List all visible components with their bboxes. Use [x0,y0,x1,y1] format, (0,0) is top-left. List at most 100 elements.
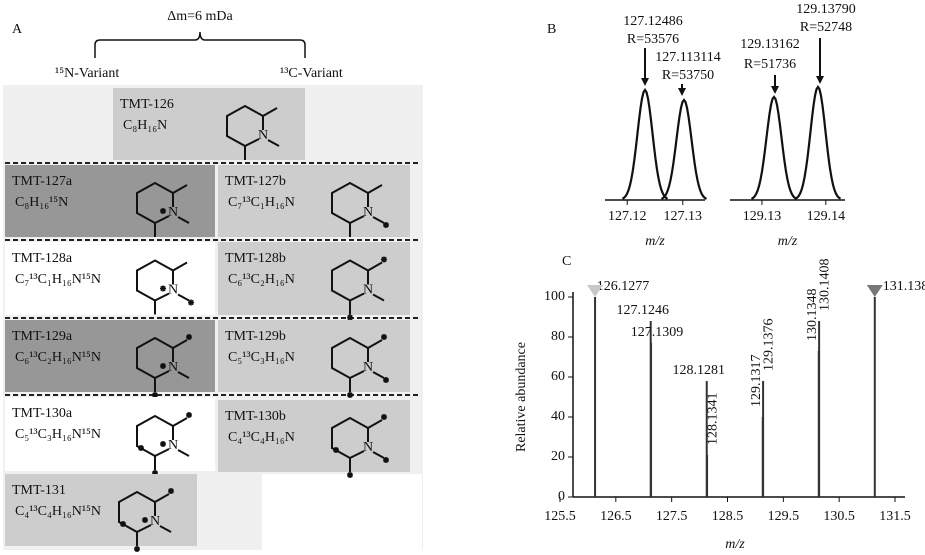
ring-atom: N [168,438,178,453]
reagent-box [5,320,215,392]
ring-atom: N [363,283,373,298]
structure [136,259,190,315]
panel-label: B [547,22,556,37]
structure [136,336,190,392]
methyl [172,184,188,194]
isotope-star [168,488,174,494]
reagent-name: TMT-127a [12,174,73,189]
blank [262,474,422,550]
methyl [172,417,188,427]
reagent-formula: C₈H₁₆¹⁵N [15,195,68,210]
reagent-name: TMT-130a [12,406,73,421]
isotope-star [186,412,192,418]
methyl [177,216,190,224]
reagent-formula: C₄¹³C₄H₁₆N [228,430,295,445]
x-axis-label: m/z [778,234,798,249]
peak [660,98,708,200]
reagent-formula: C₆¹³C₂H₁₆N¹⁵N [15,350,101,365]
peak-label: 131.1381 [883,279,925,294]
isotope-star [152,392,158,398]
isotope-star [188,299,194,306]
reagent-box [113,88,305,160]
reagent-box [5,474,197,546]
reagent-box [5,397,215,471]
isotope-star [142,517,148,523]
ring-atom: N [168,283,178,298]
panel-label: C [562,254,571,269]
x-tick-label: 126.5 [600,509,632,524]
x-tick-label: 129.14 [807,209,846,224]
ring-atom: N [258,128,268,143]
ring [331,336,369,380]
isotope-star [347,472,353,478]
structure [331,259,385,315]
reagent-formula: C₅¹³C₃H₁₆N¹⁵N [15,427,101,442]
methyl [372,216,385,224]
reagent-formula: C₈H₁₆N [123,118,167,133]
isotope-star [333,447,339,453]
x-tick-label: 129.5 [768,509,800,524]
peak-label: 129.1376 [761,319,776,372]
methyl [367,339,383,349]
panel-label: A [12,22,23,37]
x-tick-label: 127.5 [656,509,688,524]
x-tick-label: 127.13 [664,209,703,224]
ring-atom: N [168,205,178,220]
reagent-name: TMT-129a [12,329,73,344]
x-tick-label: 125.5 [544,509,576,524]
ring [331,181,369,225]
isotope-star [381,334,387,340]
y-tick-label: 40 [551,409,565,424]
x-axis-label: m/z [725,537,745,552]
isotope-star [134,546,140,552]
peak-label: 128.1341 [705,393,720,446]
ring [136,259,174,302]
ring [136,414,174,458]
isotope-star [383,457,389,463]
isotope-star [160,208,166,214]
reagent-name: TMT-128a [12,251,73,266]
reagent-name: TMT-126 [120,97,174,112]
structure [118,490,172,546]
peak-annotation: 129.13162 [740,37,800,52]
methyl [372,371,385,379]
brace [94,31,306,58]
peak-label: 126.1277 [597,279,650,294]
reagent-formula: C₅¹³C₃H₁₆N [228,350,295,365]
isotope-star [138,445,144,451]
isotope-star [160,285,166,292]
peak [621,88,669,200]
reagent-name: TMT-131 [12,483,66,498]
ring-atom: N [363,440,373,455]
peak-label: 127.1246 [616,303,669,318]
methyl [262,107,278,117]
x-tick-label: 128.5 [712,509,744,524]
y-tick-label: 60 [551,369,565,384]
reagent-formula: C₇¹³C₁H₁₆N¹⁵N [15,272,101,287]
ring [331,259,369,302]
peak-label: 129.1317 [749,355,764,408]
peak [794,85,842,200]
isotope-star [383,377,389,383]
arrow-head [771,86,779,94]
x-axis-label: m/z [645,234,665,249]
methyl [372,293,385,302]
methyl [177,293,190,302]
x-tick-label: 127.12 [608,209,647,224]
x-tick-label: 130.5 [823,509,855,524]
methyl [154,493,170,503]
methyl [159,525,172,533]
x-tick-label: 131.5 [879,509,911,524]
y-tick-label: 80 [551,329,565,344]
reagent-box [5,165,215,237]
isotope-star [381,256,387,263]
peak-label: 127.1309 [631,325,684,340]
ring [136,181,174,225]
isotope-star [160,441,166,447]
reagent-formula: C₇¹³C₁H₁₆N [228,195,295,210]
methyl [367,184,383,194]
reagent-box [218,242,410,315]
reagent-name: TMT-127b [225,174,286,189]
arrow-head [641,78,649,86]
reagent-box [218,320,410,392]
